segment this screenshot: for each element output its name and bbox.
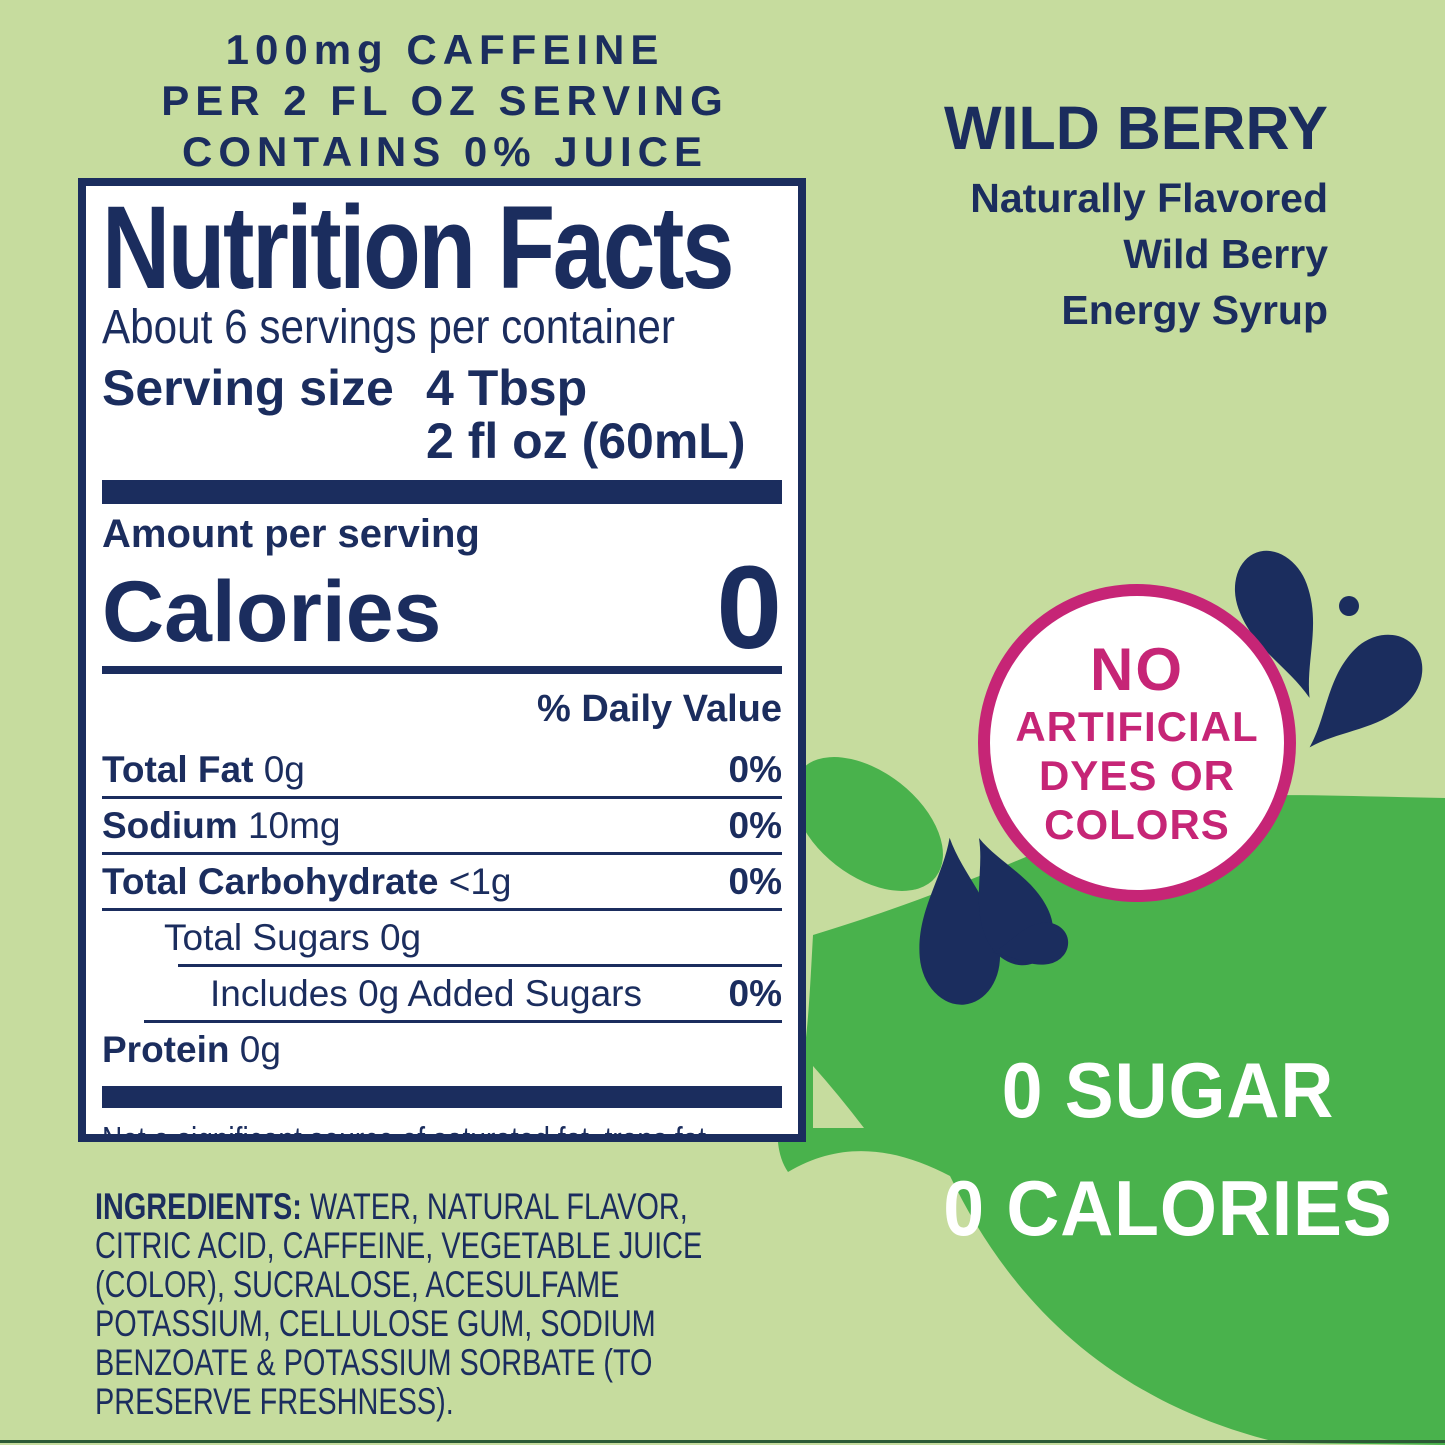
ingredients-statement: INGREDIENTS: WATER, NATURAL FLAVOR, CITR… (95, 1187, 762, 1421)
badge-line-dyes-or: DYES OR (1038, 751, 1236, 799)
row-rule-indented (178, 964, 782, 967)
bottom-edge-line (0, 1440, 1445, 1443)
flavor-block: WILD BERRY Naturally Flavored Wild Berry… (900, 96, 1328, 338)
nutrient-dv: 0% (728, 805, 782, 846)
row-rule (102, 796, 782, 799)
row-rule (102, 852, 782, 855)
nutrient-row-protein: Protein 0g (102, 1023, 782, 1076)
caffeine-line-3: CONTAINS 0% JUICE (182, 128, 708, 175)
zero-sugar-claim: 0 SUGAR (1001, 1046, 1335, 1134)
nutrition-facts-panel: Nutrition Facts About 6 servings per con… (78, 178, 806, 1142)
nutrient-name: Sodium (102, 805, 238, 846)
serving-size-value-line-1: 4 Tbsp (426, 360, 588, 416)
nutrient-dv: 0% (728, 749, 782, 790)
nutrient-row-added-sugars: Includes 0g Added Sugars 0% (102, 967, 782, 1020)
servings-per-container: About 6 servings per container (102, 301, 675, 354)
nutrient-value: 10mg (247, 805, 341, 846)
caffeine-line-1: 100mg CAFFEINE (225, 26, 665, 73)
serving-size-label: Serving size (102, 360, 394, 416)
zero-claims: 0 SUGAR 0 CALORIES (890, 1048, 1445, 1250)
calories-value: 0 (716, 542, 782, 674)
nutrient-value: <1g (448, 861, 512, 902)
divider-bar (102, 1086, 782, 1108)
nutrient-row-total-sugars: Total Sugars 0g (102, 911, 782, 964)
nutrient-row-sodium: Sodium 10mg 0% (102, 799, 782, 852)
ingredients-label: INGREDIENTS: (95, 1186, 302, 1227)
calories-label: Calories (102, 564, 442, 660)
droplet-dot-icon (1339, 596, 1359, 616)
amount-per-serving-label: Amount per serving (102, 512, 480, 556)
nutrient-value: 0g (379, 917, 422, 958)
nutrient-name: Total Sugars (164, 917, 370, 958)
nutrient-value: 0g (263, 749, 305, 790)
nutrition-footnote: Not a significant source of saturated fa… (102, 1119, 714, 1142)
caffeine-line-2: PER 2 FL OZ SERVING (161, 77, 729, 124)
nutrient-name: Total Carbohydrate (102, 861, 439, 902)
serving-size-row: Serving size 4 Tbsp 2 fl oz (60mL) (102, 362, 782, 468)
divider-bar (102, 480, 782, 504)
droplet-cluster-top-right (1222, 540, 1440, 774)
nutrient-row-total-fat: Total Fat 0g 0% (102, 743, 782, 796)
nutrient-dv: 0% (728, 861, 782, 902)
flavor-subtitle-line-1: Naturally Flavored (970, 175, 1328, 221)
flavor-subtitle-line-2: Wild Berry (1123, 231, 1328, 277)
zero-calories-claim: 0 CALORIES (943, 1164, 1393, 1252)
calories-row: Calories 0 (102, 542, 782, 674)
flavor-subtitle-line-3: Energy Syrup (1061, 287, 1328, 333)
nutrient-name: Protein (102, 1029, 230, 1070)
flavor-name: WILD BERRY (943, 94, 1328, 162)
nutrition-facts-title: Nutrition Facts (102, 182, 734, 314)
nutrient-dv: 0% (728, 973, 782, 1014)
ingredients-text: WATER, NATURAL FLAVOR, CITRIC ACID, CAFF… (95, 1186, 703, 1422)
daily-value-header: % Daily Value (536, 688, 782, 730)
badge-line-artificial: ARTIFICIAL (1015, 702, 1259, 750)
nutrient-row-total-carbohydrate: Total Carbohydrate <1g 0% (102, 855, 782, 908)
no-artificial-dyes-badge: NO ARTIFICIAL DYES OR COLORS (978, 584, 1296, 902)
nutrient-name: Includes 0g Added Sugars (210, 973, 642, 1014)
row-rule-indented (144, 1020, 782, 1023)
row-rule (102, 908, 782, 911)
nutrient-value: 0g (239, 1029, 281, 1070)
badge-line-no: NO (1090, 635, 1184, 703)
caffeine-header: 100mg CAFFEINE PER 2 FL OZ SERVING CONTA… (75, 24, 815, 177)
badge-line-colors: COLORS (1044, 800, 1230, 848)
thick-rule (102, 666, 782, 674)
nutrient-name: Total Fat (102, 749, 254, 790)
serving-size-value: 4 Tbsp 2 fl oz (60mL) (426, 362, 745, 468)
blob-notch (813, 1066, 864, 1128)
serving-size-value-line-2: 2 fl oz (60mL) (426, 413, 746, 469)
